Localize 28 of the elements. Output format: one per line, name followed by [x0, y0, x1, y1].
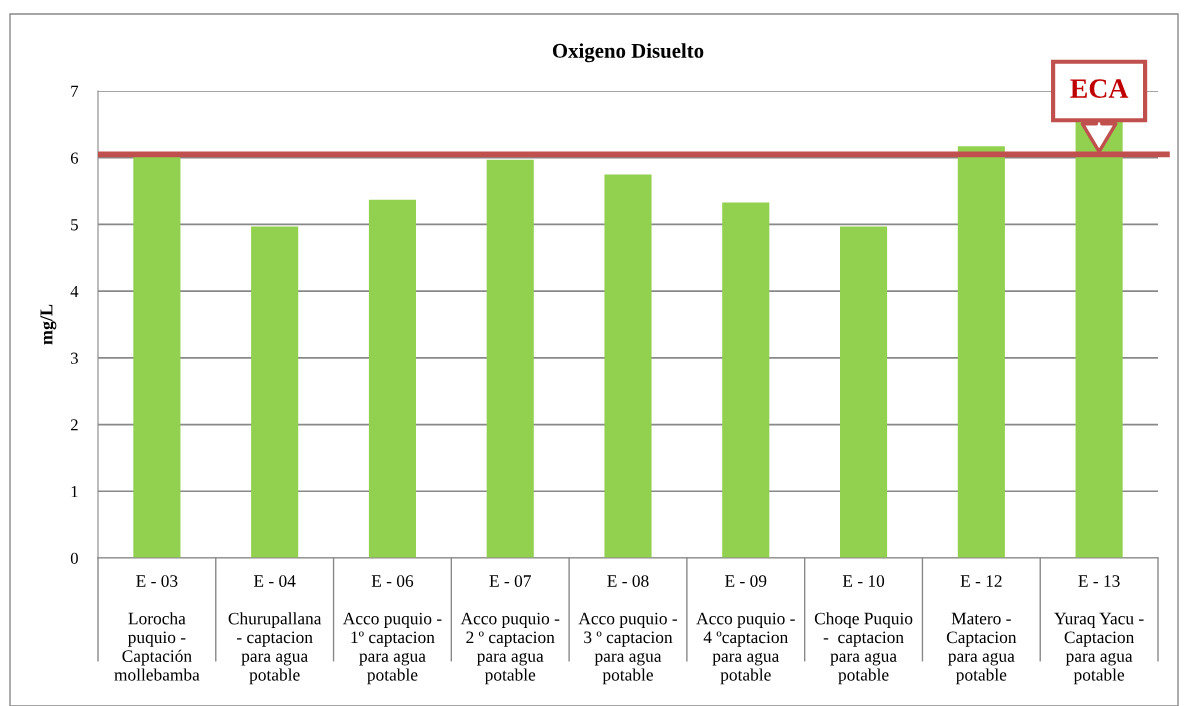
- y-tick-label: 3: [71, 352, 78, 364]
- category-label: E - 10 Choqe Puquio - captacion para agua potable: [814, 575, 913, 685]
- ref-line-label: ECA: [1070, 79, 1129, 98]
- category-label: E - 12 Matero - Captacion para agua potable: [946, 575, 1017, 685]
- y-tick-label: 5: [71, 219, 78, 231]
- category-label: E - 08 Acco puquio - 3 º captacion para agua potable: [578, 575, 678, 685]
- category-label: E - 04 Churupallana - captacion para agua potable: [228, 575, 322, 685]
- category-label: E - 09 Acco puquio - 4 ºcaptacion para agua potable: [696, 575, 795, 685]
- category-label: E - 03 Lorocha puquio - Captación mollebamba: [114, 575, 200, 681]
- bar: [251, 226, 299, 558]
- y-tick-label: 1: [71, 486, 78, 498]
- y-axis-title: mg/L: [40, 304, 57, 345]
- bar: [722, 202, 770, 558]
- category-label: E - 06 Acco puquio - 1º captacion para agua potable: [342, 575, 442, 685]
- category-label: E - 13 Yuraq Yacu - Captacion para agua potable: [1054, 575, 1144, 685]
- bar: [368, 199, 416, 558]
- y-tick-label: 7: [71, 85, 79, 97]
- y-tick-label: 6: [70, 152, 79, 164]
- bar: [604, 174, 652, 558]
- y-tick-label: 0: [70, 552, 78, 564]
- y-tick-label: 4: [70, 285, 79, 297]
- bar: [957, 146, 1005, 558]
- y-tick-label: 2: [70, 419, 78, 431]
- category-label: E - 07 Acco puquio - 2 º captacion para agua potable: [460, 575, 560, 685]
- bar: [486, 159, 534, 558]
- chart-title: Oxigeno Disuelto: [552, 43, 704, 63]
- bar: [840, 226, 888, 558]
- bar: [133, 156, 181, 558]
